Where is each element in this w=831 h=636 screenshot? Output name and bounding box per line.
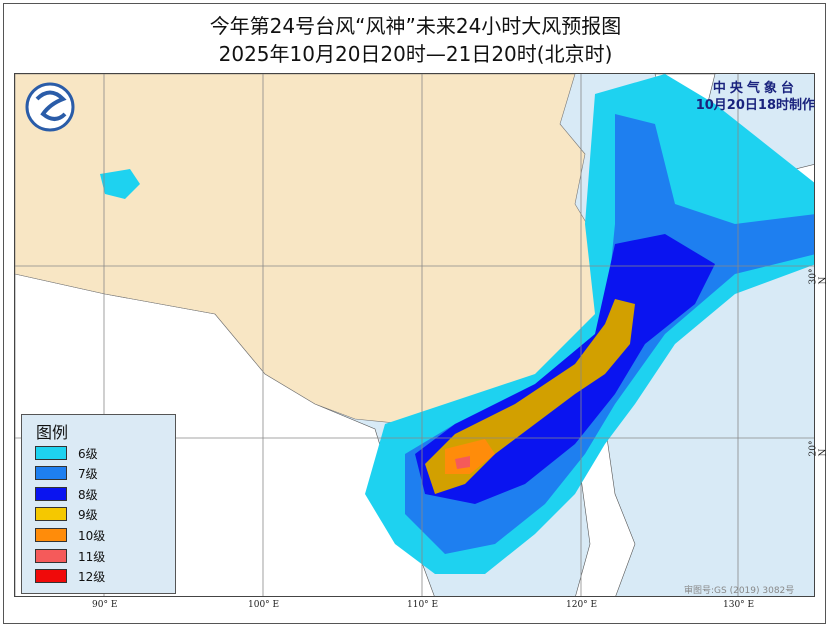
agency-label: 中央气象台 10月20日18时制作 <box>696 80 815 114</box>
lat-label-30: 30° N <box>808 268 829 285</box>
legend-swatch <box>35 569 67 583</box>
legend-item-8: 8级 <box>35 486 98 502</box>
legend-label: 6级 <box>78 446 98 461</box>
map-subtitle: 2025年10月20日20时—21日20时(北京时) <box>218 42 613 66</box>
legend-label: 12级 <box>78 569 106 584</box>
legend-swatch <box>35 487 67 501</box>
map-area <box>14 73 815 597</box>
legend-item-11: 11级 <box>35 548 105 564</box>
legend-swatch <box>35 528 67 542</box>
legend-item-6: 6级 <box>35 445 98 461</box>
issued-time: 10月20日18时制作 <box>695 98 815 113</box>
legend-label: 9级 <box>78 507 98 522</box>
agency-name: 中央气象台 <box>712 81 798 96</box>
cma-logo <box>25 82 75 132</box>
lat-label-20: 20° N <box>808 440 829 457</box>
legend-title: 图例 <box>36 423 69 442</box>
wind-6-tibet <box>100 169 140 199</box>
legend-label: 7级 <box>78 466 98 481</box>
legend-item-9: 9级 <box>35 506 98 522</box>
legend-label: 10级 <box>78 528 106 543</box>
lon-label-90: 90° E <box>92 600 118 610</box>
legend-item-7: 7级 <box>35 465 98 481</box>
lon-label-110: 110° E <box>407 600 439 610</box>
legend-item-10: 10级 <box>35 527 105 543</box>
legend-swatch <box>35 549 67 563</box>
map-svg <box>15 74 814 596</box>
lon-label-130: 130° E <box>723 600 755 610</box>
lon-label-120: 120° E <box>566 600 598 610</box>
map-title: 今年第24号台风“风神”未来24小时大风预报图 <box>209 14 622 38</box>
legend-label: 11级 <box>78 549 106 564</box>
lon-label-100: 100° E <box>248 600 280 610</box>
legend-swatch <box>35 446 67 460</box>
legend-label: 8级 <box>78 487 98 502</box>
legend: 图例 6级 7级 8级 9级 10级 11级 12级 <box>21 414 176 594</box>
map-approval-number: 审图号:GS (2019) 3082号 <box>684 586 795 596</box>
legend-item-12: 12级 <box>35 568 105 584</box>
wind-11 <box>455 456 470 469</box>
legend-swatch <box>35 507 67 521</box>
legend-swatch <box>35 466 67 480</box>
outer-frame <box>3 3 826 624</box>
